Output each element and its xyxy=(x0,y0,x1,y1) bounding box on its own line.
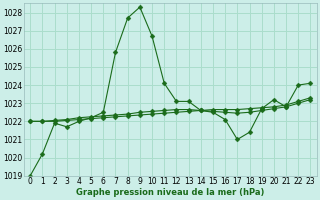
X-axis label: Graphe pression niveau de la mer (hPa): Graphe pression niveau de la mer (hPa) xyxy=(76,188,265,197)
